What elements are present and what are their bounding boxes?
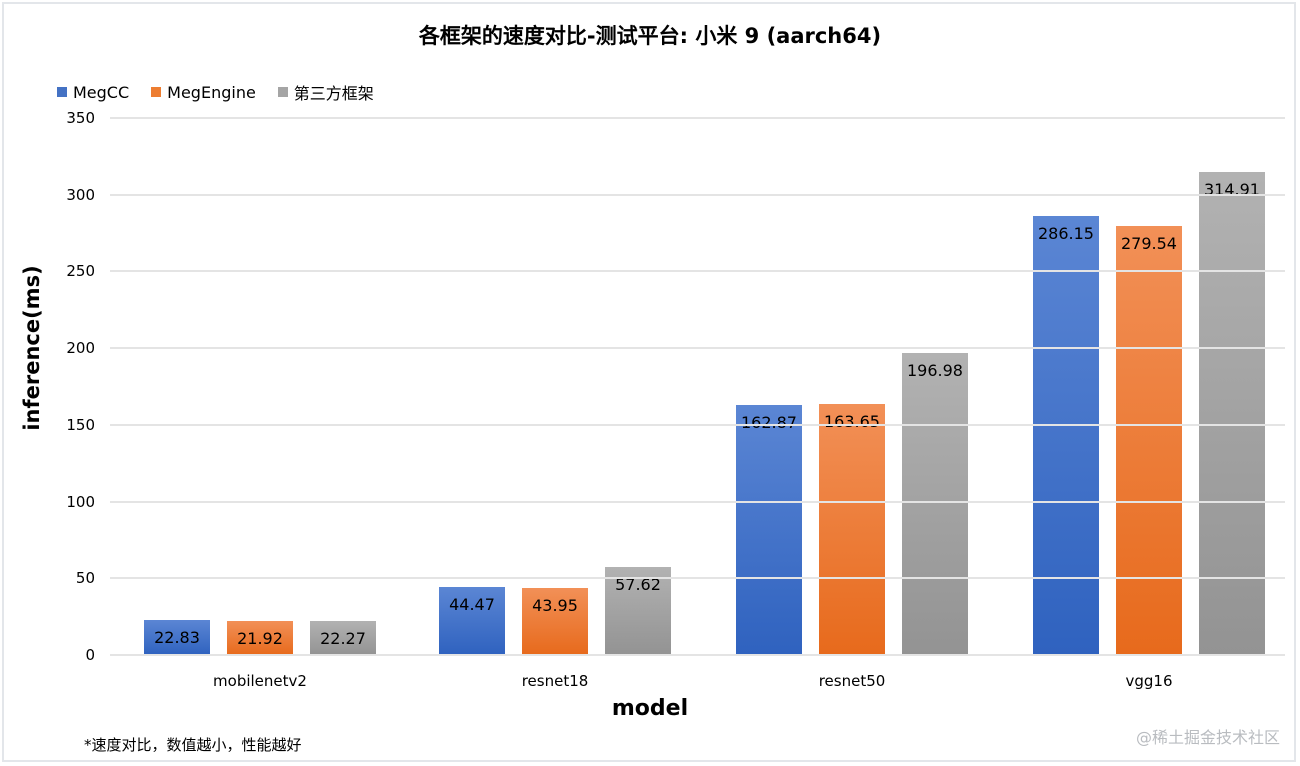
bar-value-label: 21.92 <box>237 629 283 649</box>
bar-value-label: 163.65 <box>824 411 880 431</box>
x-tick-label: vgg16 <box>1125 672 1173 690</box>
y-tick-label: 250 <box>66 262 95 281</box>
y-tick-label: 150 <box>66 415 95 434</box>
x-tick-label: resnet50 <box>818 672 886 690</box>
gridline <box>110 577 1285 580</box>
y-tick-label: 300 <box>66 185 95 204</box>
y-axis-label: inference(ms) <box>20 265 44 431</box>
bar-value-label: 22.27 <box>320 628 366 648</box>
y-tick-label: 200 <box>66 339 95 358</box>
footnote: *速度对比，数值越小，性能越好 <box>84 736 302 754</box>
bar-megcc-resnet18: 44.47 <box>439 586 505 655</box>
y-tick-label: 350 <box>66 109 95 127</box>
gridline <box>110 270 1285 273</box>
legend-label: MegCC <box>73 82 130 102</box>
bar-megcc-mobilenetv2: 22.83 <box>144 619 210 655</box>
x-tick-label: resnet18 <box>521 672 589 690</box>
bar-value-label: 196.98 <box>907 360 963 380</box>
x-tick-label: mobilenetv2 <box>213 672 307 690</box>
bar-value-label: 314.91 <box>1204 179 1260 199</box>
legend-label: MegEngine <box>167 82 256 102</box>
legend-swatch-megcc <box>57 87 67 97</box>
legend-item-megengine: MegEngine <box>151 83 256 102</box>
bar-megengine-vgg16: 279.54 <box>1116 226 1182 655</box>
y-tick-label: 50 <box>75 569 95 588</box>
gridline <box>110 347 1285 350</box>
bar-value-label: 57.62 <box>615 574 661 594</box>
legend-label: 第三方框架 <box>293 84 374 103</box>
bar-megengine-resnet50: 163.65 <box>819 403 885 655</box>
y-tick-label: 100 <box>66 492 95 511</box>
bar-megcc-vgg16: 286.15 <box>1033 215 1099 655</box>
bar-第三方框架-vgg16: 314.91 <box>1199 171 1265 655</box>
watermark: @稀土掘金技术社区 <box>1135 728 1280 747</box>
x-axis-label: model <box>611 696 689 721</box>
legend-swatch-third-party <box>277 87 288 97</box>
gridline <box>110 117 1285 119</box>
bar-value-label: 43.95 <box>532 595 578 615</box>
y-tick-label: 0 <box>85 646 95 664</box>
gridline <box>110 423 1285 426</box>
bar-value-label: 22.83 <box>154 627 200 647</box>
legend-item-megcc: MegCC <box>57 83 129 102</box>
chart-title: 各框架的速度对比-测试平台: 小米 9 (aarch64) <box>418 24 882 48</box>
bar-megcc-resnet50: 162.87 <box>736 405 802 655</box>
bar-value-label: 162.87 <box>741 413 797 433</box>
bar-megengine-resnet18: 43.95 <box>522 587 588 655</box>
bar-第三方框架-resnet18: 57.62 <box>605 566 671 655</box>
legend-swatch-megengine <box>151 87 162 97</box>
gridline <box>110 654 1285 656</box>
bar-value-label: 44.47 <box>449 594 495 614</box>
bar-value-label: 279.54 <box>1121 234 1177 254</box>
legend: MegCC MegEngine 第三方框架 <box>57 80 396 104</box>
legend-item-third-party: 第三方框架 <box>277 80 374 104</box>
bar-第三方框架-resnet50: 196.98 <box>902 352 968 655</box>
bar-第三方框架-mobilenetv2: 22.27 <box>310 620 376 655</box>
gridline <box>110 500 1285 503</box>
gridline <box>110 193 1285 196</box>
bar-value-label: 286.15 <box>1038 223 1094 243</box>
bar-megengine-mobilenetv2: 21.92 <box>227 621 293 655</box>
